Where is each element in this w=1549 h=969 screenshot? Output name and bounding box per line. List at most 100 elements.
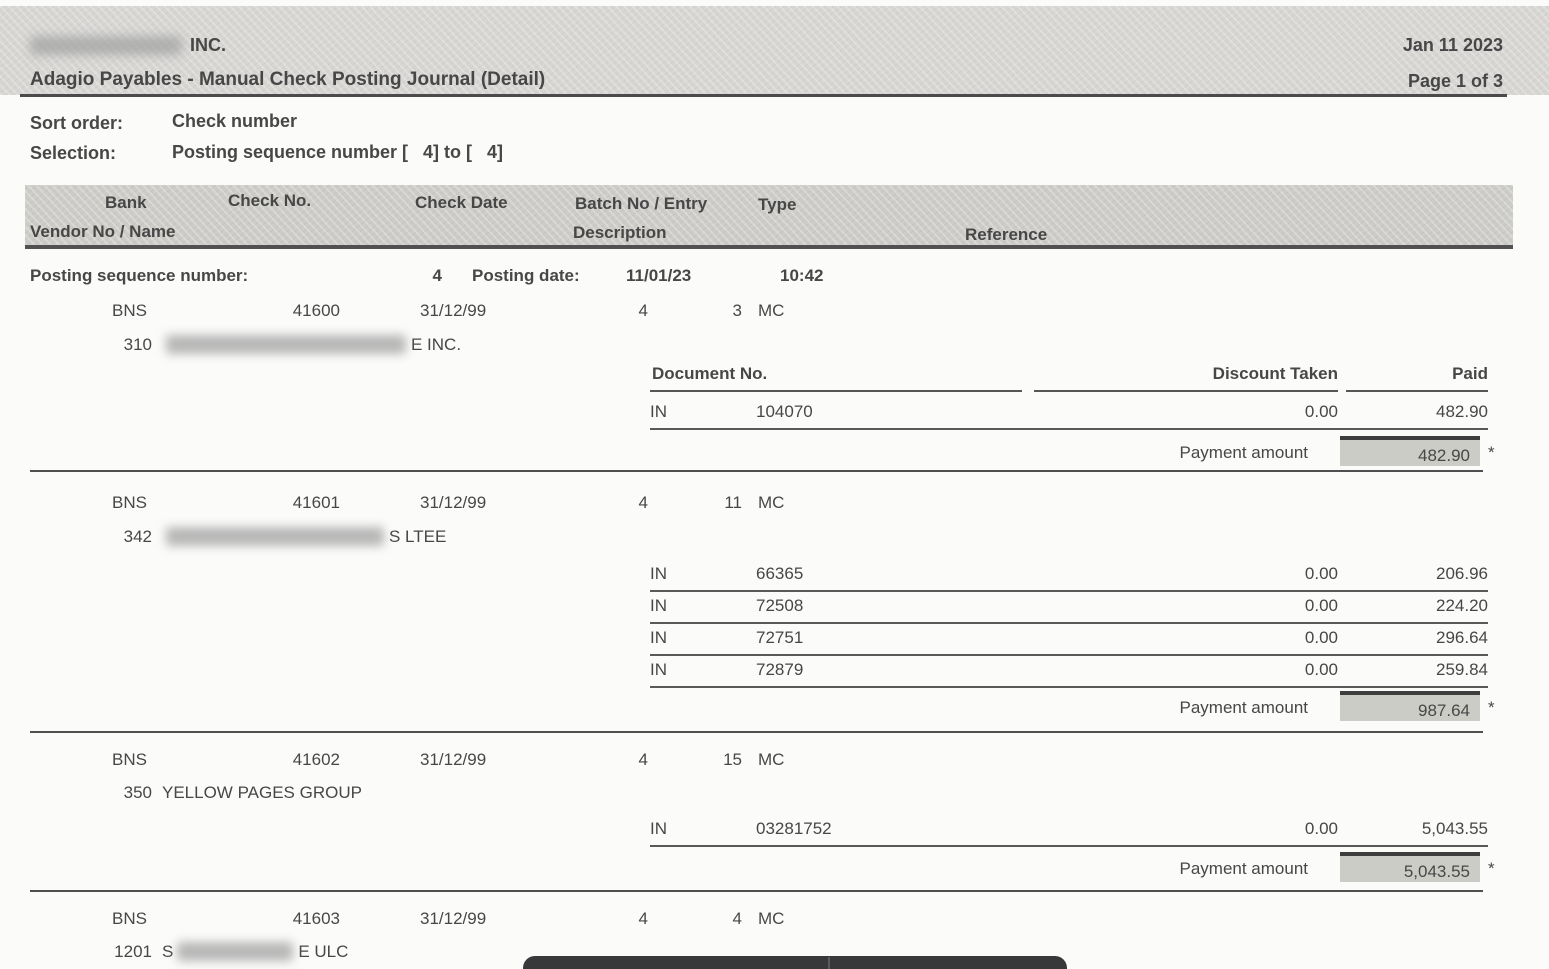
underline [1034,390,1338,392]
doc-discount: 0.00 [1304,564,1338,583]
col-description: Description [573,223,667,242]
vendor-name-visible: S LTEE [389,527,447,546]
col-discount-taken: Discount Taken [1212,364,1338,383]
doc-type: IN [650,402,667,421]
check-row: BNS 41602 31/12/99 4 15 MC [0,749,1549,775]
doc-type: IN [650,628,667,647]
vendor-name-visible: E INC. [411,335,462,354]
vendor-name-redacted [166,527,384,547]
entry-separator [30,890,1483,892]
vendor-number: 1201 [114,942,152,961]
payment-asterisk: * [1488,443,1495,462]
company-name-redacted [30,36,182,55]
payment-amount-row: Payment amount 482.90 * [650,436,1498,468]
posting-date-label: Posting date: [472,266,580,285]
posting-sequence-number: 4 [432,266,442,285]
vendor-name-redacted [177,942,294,962]
entry-number: 4 [732,909,742,928]
selection-label: Selection: [30,143,117,163]
doc-paid: 206.96 [1436,564,1488,583]
check-type: MC [758,909,785,928]
invoice-row: IN 72879 0.00 259.84 [650,659,1488,688]
batch-number: 4 [638,301,648,320]
doc-paid: 5,043.55 [1421,819,1488,838]
vendor-name-visible: E ULC [298,942,349,961]
check-number: 41601 [292,493,340,512]
vendor-row: 1201 S E ULC [0,941,1549,967]
check-date: 31/12/99 [420,301,487,320]
check-type: MC [758,750,785,769]
posting-sequence-row: Posting sequence number: 4 Posting date:… [0,265,1549,291]
entry-separator [30,731,1483,733]
check-number: 41600 [292,301,340,320]
vendor-name-prefix: S [162,942,174,961]
invoice-row: IN 66365 0.00 206.96 [650,563,1488,592]
bank-code: BNS [112,750,147,769]
batch-number: 4 [638,909,648,928]
vendor-name: S LTEE [162,526,446,547]
payment-asterisk: * [1488,859,1495,878]
doc-paid: 224.20 [1436,596,1488,615]
toolbar-divider [828,957,830,969]
table-column-header: Bank Check No. Check Date Batch No / Ent… [25,185,1513,249]
doc-discount: 0.00 [1304,819,1338,838]
check-row: BNS 41603 31/12/99 4 4 MC [0,908,1549,934]
batch-number: 4 [638,493,648,512]
invoice-row: IN 03281752 0.00 5,043.55 [650,818,1488,847]
doc-type: IN [650,819,667,838]
col-type: Type [758,195,797,214]
invoice-row: IN 72508 0.00 224.20 [650,595,1488,624]
vendor-number: 350 [123,783,152,802]
doc-paid: 482.90 [1436,402,1488,421]
vendor-row: 342 S LTEE [0,526,1549,552]
report-date: Jan 11 2023 [1402,35,1503,55]
payment-amount-row: Payment amount 5,043.55 * [650,852,1498,884]
doc-number: 104070 [756,402,813,421]
posting-sequence-label: Posting sequence number: [30,266,249,285]
underline [1346,390,1488,392]
sort-order-label: Sort order: [30,113,124,133]
check-number: 41602 [292,750,340,769]
payment-amount-value: 987.64 [1340,691,1480,721]
header-rule [20,94,1507,97]
check-row: BNS 41600 31/12/99 4 3 MC [0,300,1549,326]
payment-amount-label: Payment amount [1179,698,1308,717]
col-paid: Paid [1452,364,1488,383]
batch-number: 4 [638,750,648,769]
doc-type: IN [650,596,667,615]
check-row: BNS 41601 31/12/99 4 11 MC [0,492,1549,518]
payment-amount-value: 482.90 [1340,436,1480,466]
sort-order-value: Check number [172,111,298,131]
vendor-number: 310 [123,335,152,354]
doc-type: IN [650,564,667,583]
payment-amount-label: Payment amount [1179,443,1308,462]
selection-value: Posting sequence number [ 4] to [ 4] [172,142,504,162]
payment-amount-label: Payment amount [1179,859,1308,878]
check-type: MC [758,493,785,512]
bank-code: BNS [112,301,147,320]
doc-number: 66365 [756,564,804,583]
col-check-no: Check No. [228,191,312,210]
doc-type: IN [650,660,667,679]
bank-code: BNS [112,493,147,512]
payment-amount-row: Payment amount 987.64 * [650,691,1498,723]
page-indicator: Page 1 of 3 [1407,71,1503,91]
vendor-name: S E ULC [162,941,348,962]
vendor-row: 350 YELLOW PAGES GROUP [0,782,1549,808]
posting-date-value: 11/01/23 [626,266,692,285]
report-title: Adagio Payables - Manual Check Posting J… [30,69,546,90]
check-date: 31/12/99 [420,493,487,512]
entry-number: 11 [724,493,742,512]
col-document-no: Document No. [652,364,768,383]
bottom-toolbar-edge[interactable] [523,956,1067,969]
doc-discount: 0.00 [1304,660,1338,679]
check-number: 41603 [292,909,340,928]
posting-time-value: 10:42 [780,266,824,285]
check-date: 31/12/99 [420,750,487,769]
col-vendor: Vendor No / Name [30,222,176,241]
doc-paid: 296.64 [1436,628,1488,647]
doc-discount: 0.00 [1304,402,1338,421]
vendor-name: YELLOW PAGES GROUP [162,782,362,803]
bank-code: BNS [112,909,147,928]
